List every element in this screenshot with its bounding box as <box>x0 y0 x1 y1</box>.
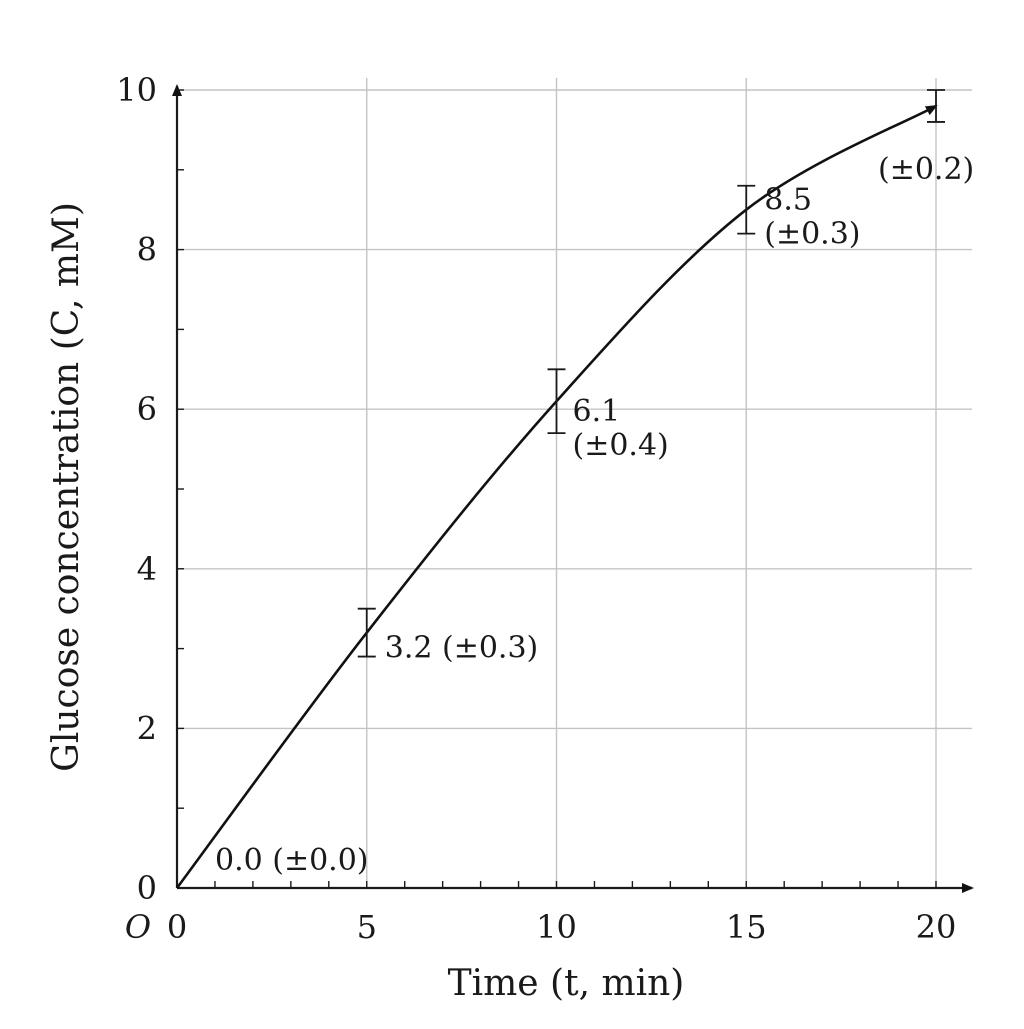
data-label-line: 8.5 <box>764 183 812 218</box>
y-tick-label: 4 <box>137 550 157 588</box>
y-tick-label: 10 <box>116 71 157 109</box>
x-tick-label: 15 <box>726 908 767 946</box>
x-axis-title: Time (t, min) <box>448 963 685 1004</box>
data-label: (±0.2) <box>878 152 974 187</box>
data-label-line: (±0.4) <box>573 428 669 463</box>
data-label: 0.0 (±0.0) <box>215 843 369 878</box>
data-label-line: (±0.3) <box>764 217 860 252</box>
y-tick-label: 0 <box>137 869 157 907</box>
x-tick-label: 0 <box>167 908 187 946</box>
data-curve <box>175 104 938 889</box>
data-label-line: 0.0 (±0.0) <box>215 843 369 878</box>
x-tick-label: 20 <box>916 908 957 946</box>
data-label-line: 3.2 (±0.3) <box>385 631 539 666</box>
data-label: 3.2 (±0.3) <box>385 631 539 666</box>
x-tick-label: 5 <box>357 908 377 946</box>
grid <box>177 78 972 888</box>
data-label-line: 6.1 <box>573 394 621 429</box>
y-tick-label: 6 <box>137 390 157 428</box>
data-label-line: (±0.2) <box>878 152 974 187</box>
x-tick-label: 10 <box>536 908 577 946</box>
axes: 0 5 10 15 20 0 2 4 6 8 10 <box>116 71 974 946</box>
data-label: 6.1 (±0.4) <box>573 394 669 463</box>
error-bars <box>357 89 945 658</box>
y-tick-label: 2 <box>137 709 157 747</box>
y-tick-label: 8 <box>137 231 157 269</box>
data-label: 8.5 (±0.3) <box>764 183 860 252</box>
curve-layer <box>175 104 938 889</box>
y-axis-title: Glucose concentration (C, mM) <box>46 202 87 772</box>
origin-label: O <box>125 908 151 946</box>
data-labels: 0.0 (±0.0)3.2 (±0.3)6.1 (±0.4)8.5 (±0.3)(±… <box>215 152 974 878</box>
